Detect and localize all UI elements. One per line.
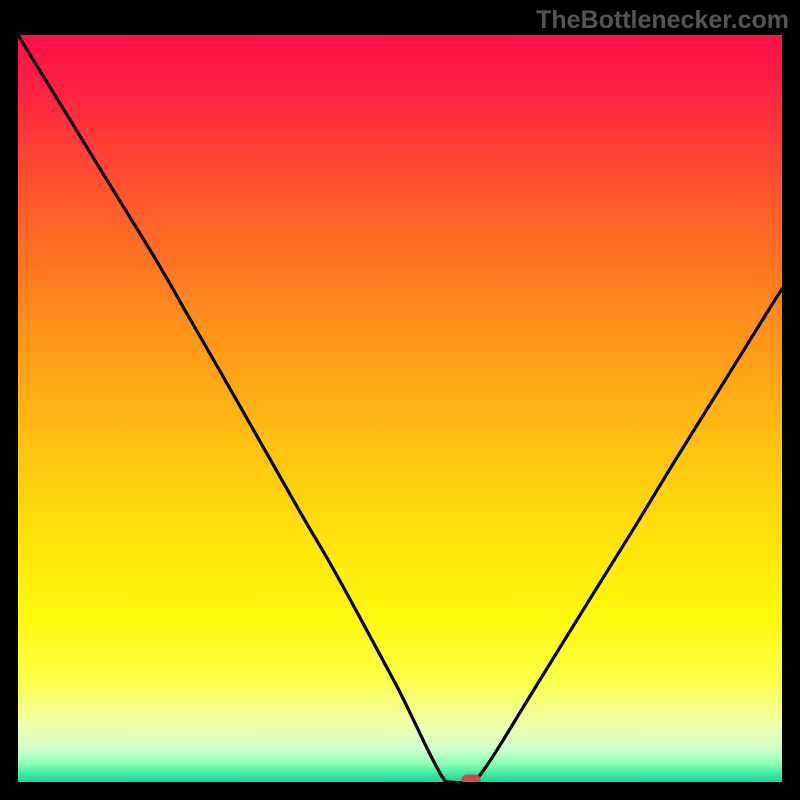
bottleneck-chart <box>18 35 782 782</box>
plot-background <box>18 35 782 782</box>
optimum-marker <box>462 775 481 782</box>
watermark-text: TheBottlenecker.com <box>536 6 789 35</box>
stage: TheBottlenecker.com <box>0 0 800 800</box>
